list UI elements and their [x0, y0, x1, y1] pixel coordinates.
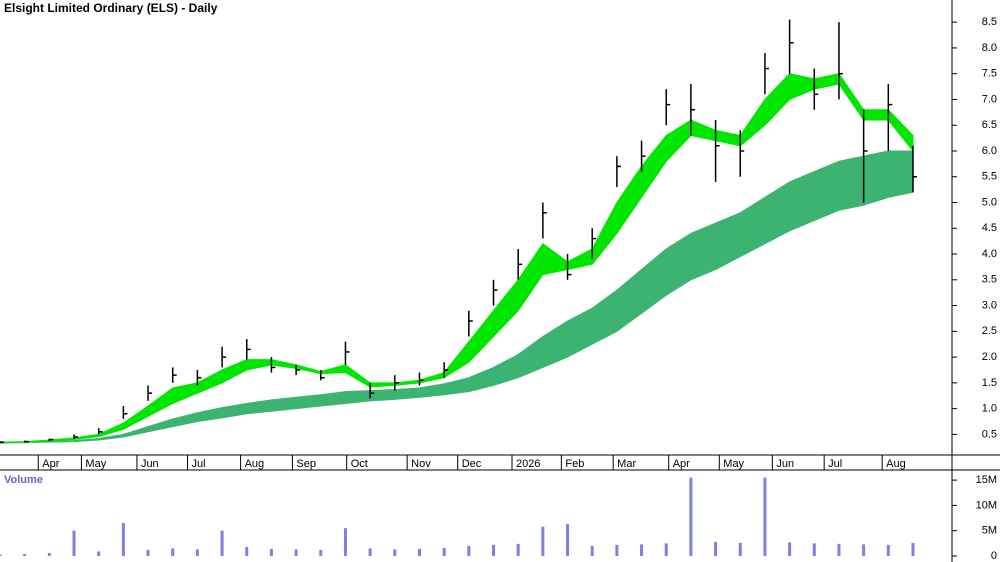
y-tick-label: 6.5 — [982, 119, 997, 131]
y-tick-label: 3.5 — [982, 274, 997, 286]
volume-bar — [97, 551, 101, 556]
y-tick-label: 2.0 — [982, 351, 997, 363]
y-tick-label: 7.5 — [982, 68, 997, 80]
x-tick-label: Feb — [565, 458, 584, 470]
volume-bar — [738, 542, 742, 556]
y-tick-label: 3.0 — [982, 299, 997, 311]
y-tick-label: 6.0 — [982, 145, 997, 157]
volume-bar — [886, 544, 890, 556]
x-tick-label: May — [723, 458, 744, 470]
volume-bar — [417, 548, 421, 556]
volume-bar — [319, 549, 323, 556]
volume-tick-label: 10M — [976, 499, 997, 511]
x-tick-label: Nov — [411, 458, 431, 470]
y-tick-label: 1.5 — [982, 377, 997, 389]
x-tick-label: Sep — [296, 458, 316, 470]
volume-bar — [664, 543, 668, 556]
x-tick-label: Aug — [245, 458, 265, 470]
long-band — [0, 150, 914, 444]
volume-bar — [862, 544, 866, 556]
y-tick-label: 4.5 — [982, 222, 997, 234]
volume-bar — [467, 545, 471, 556]
y-tick-label: 4.0 — [982, 248, 997, 260]
volume-tick-label: 5M — [982, 525, 997, 537]
volume-bar — [492, 544, 496, 556]
x-tick-label: Apr — [42, 458, 59, 470]
volume-bar — [689, 477, 693, 556]
volume-bar — [121, 523, 125, 556]
y-tick-label: 8.0 — [982, 42, 997, 54]
volume-bar — [0, 554, 2, 556]
volume-bar — [442, 547, 446, 556]
x-tick-label: Jul — [828, 458, 842, 470]
x-tick-label: Oct — [351, 458, 368, 470]
x-tick-label: Jul — [192, 458, 206, 470]
volume-bar — [269, 548, 273, 556]
x-tick-label: Dec — [462, 458, 482, 470]
x-tick-label: Aug — [886, 458, 906, 470]
chart-title: Elsight Limited Ordinary (ELS) - Daily — [4, 1, 218, 15]
y-tick-label: 0.5 — [982, 428, 997, 440]
volume-bar — [788, 542, 792, 556]
volume-bar — [393, 549, 397, 556]
volume-bar — [590, 545, 594, 556]
x-tick-label: Jun — [141, 458, 159, 470]
volume-bar — [640, 544, 644, 556]
y-tick-label: 7.0 — [982, 93, 997, 105]
volume-bar — [220, 530, 224, 556]
volume-bar — [911, 542, 915, 556]
y-tick-label: 5.5 — [982, 171, 997, 183]
volume-tick-label: 15M — [976, 474, 997, 486]
x-tick-label: Jun — [776, 458, 794, 470]
y-tick-label: 1.0 — [982, 403, 997, 415]
volume-bar — [615, 544, 619, 556]
x-tick-label: Apr — [673, 458, 690, 470]
volume-label: Volume — [4, 474, 43, 486]
volume-bar — [294, 549, 298, 556]
volume-bar — [343, 528, 347, 556]
volume-bar — [714, 541, 718, 556]
volume-bar — [23, 553, 27, 556]
volume-bar — [566, 524, 570, 556]
x-tick-label: Mar — [617, 458, 636, 470]
x-tick-label: May — [85, 458, 106, 470]
volume-bar — [541, 526, 545, 556]
x-tick-label: 2026 — [516, 458, 540, 470]
volume-bar — [516, 543, 520, 556]
volume-tick-label: 0 — [991, 550, 997, 562]
volume-bar — [837, 543, 841, 556]
volume-bar — [812, 543, 816, 556]
volume-bar — [47, 552, 51, 556]
volume-bar — [763, 477, 767, 556]
volume-bar — [72, 530, 76, 556]
y-tick-label: 2.5 — [982, 325, 997, 337]
volume-bar — [146, 549, 150, 556]
y-tick-label: 5.0 — [982, 196, 997, 208]
volume-bar — [368, 548, 372, 556]
y-tick-label: 8.5 — [982, 16, 997, 28]
volume-bar — [245, 546, 249, 556]
volume-bar — [195, 549, 199, 556]
volume-bar — [171, 548, 175, 556]
